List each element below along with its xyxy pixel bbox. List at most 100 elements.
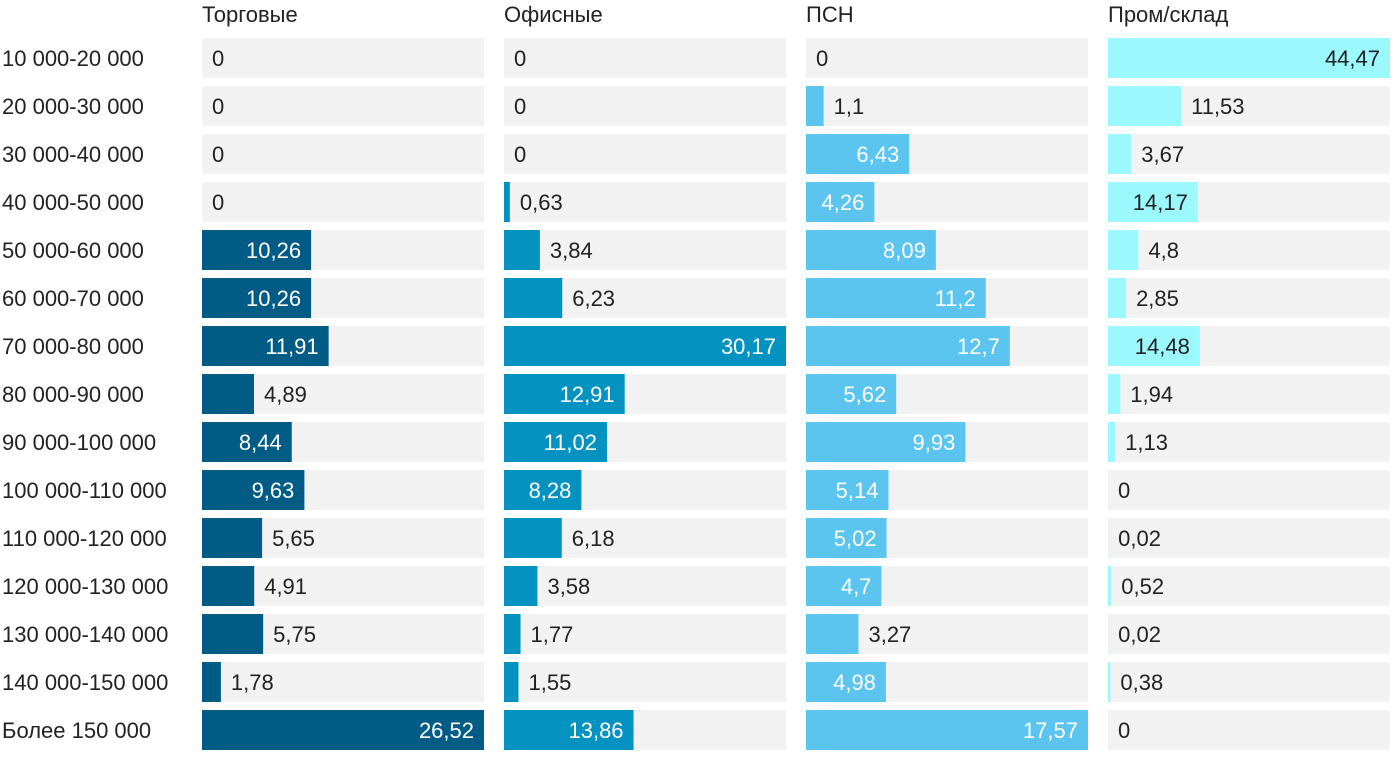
bar-track <box>1108 470 1390 510</box>
bar <box>806 662 886 702</box>
category-label: 50 000-60 000 <box>2 238 144 263</box>
data-label: 1,94 <box>1130 382 1173 407</box>
bar <box>504 374 625 414</box>
bar-track <box>1108 710 1390 750</box>
bar <box>1108 422 1116 462</box>
bar <box>1108 182 1198 222</box>
data-label: 5,14 <box>836 478 879 503</box>
data-label: 8,44 <box>239 430 282 455</box>
data-label: 0 <box>816 46 828 71</box>
bar <box>806 182 875 222</box>
bar-track <box>1108 134 1390 174</box>
bar-track <box>1108 374 1390 414</box>
data-label: 0 <box>1118 478 1130 503</box>
category-label: Более 150 000 <box>2 718 151 743</box>
bar <box>202 614 264 654</box>
bar <box>202 566 255 606</box>
data-label: 0 <box>212 190 224 215</box>
data-label: 30,17 <box>721 334 776 359</box>
bar <box>202 710 484 750</box>
bar-track <box>1108 662 1390 702</box>
data-label: 2,85 <box>1136 286 1179 311</box>
data-label: 3,27 <box>868 622 911 647</box>
data-label: 12,91 <box>560 382 615 407</box>
bar <box>504 662 519 702</box>
data-label: 8,28 <box>529 478 572 503</box>
panel-1: Торговые 0 0 0 0 10,26 10,26 11,91 4,89 8,44 9,63 5… <box>202 2 484 750</box>
bar <box>1108 38 1390 78</box>
data-label: 0 <box>514 142 526 167</box>
data-label: 3,84 <box>550 238 593 263</box>
panel-4: Пром/склад 44,47 11,53 3,67 14,17 4,8 2,85 14,4… <box>1108 2 1390 750</box>
data-label: 5,65 <box>272 526 315 551</box>
data-label: 44,47 <box>1325 46 1380 71</box>
panel-header: Пром/склад <box>1108 2 1228 27</box>
bar <box>1108 134 1132 174</box>
bar <box>806 710 1088 750</box>
bar <box>504 182 510 222</box>
data-label: 11,2 <box>935 286 976 311</box>
data-label: 5,75 <box>273 622 316 647</box>
data-label: 1,77 <box>531 622 574 647</box>
bar <box>806 230 936 270</box>
data-label: 1,13 <box>1125 430 1168 455</box>
category-label: 120 000-130 000 <box>2 574 168 599</box>
data-label: 13,86 <box>568 718 623 743</box>
bar <box>806 614 859 654</box>
bar <box>806 422 966 462</box>
data-label: 9,63 <box>252 478 295 503</box>
bar <box>1108 662 1111 702</box>
data-label: 0,63 <box>520 190 563 215</box>
data-label: 0,52 <box>1121 574 1164 599</box>
bar <box>504 422 608 462</box>
data-label: 10,26 <box>246 286 301 311</box>
bar <box>202 662 221 702</box>
bar <box>806 566 882 606</box>
bar-track <box>806 86 1088 126</box>
bar-track <box>1108 278 1390 318</box>
bar <box>1108 374 1121 414</box>
bar <box>504 470 582 510</box>
bar <box>202 518 263 558</box>
bar <box>202 230 312 270</box>
bar <box>1108 566 1112 606</box>
data-label: 4,7 <box>841 574 872 599</box>
category-label: 40 000-50 000 <box>2 190 144 215</box>
data-label: 6,43 <box>856 142 899 167</box>
category-label: 70 000-80 000 <box>2 334 144 359</box>
category-label: 60 000-70 000 <box>2 286 144 311</box>
data-label: 8,09 <box>883 238 926 263</box>
category-label: 130 000-140 000 <box>2 622 168 647</box>
data-label: 4,98 <box>833 670 876 695</box>
bar <box>806 86 824 126</box>
data-label: 0 <box>514 46 526 71</box>
bar <box>806 278 986 318</box>
panel-header: ПСН <box>806 2 854 27</box>
data-label: 5,02 <box>834 526 877 551</box>
bar <box>504 614 521 654</box>
category-label: 20 000-30 000 <box>2 94 144 119</box>
data-label: 4,26 <box>822 190 865 215</box>
data-label: 10,26 <box>246 238 301 263</box>
data-label: 4,8 <box>1148 238 1179 263</box>
panel-header: Офисные <box>504 2 603 27</box>
data-label: 11,53 <box>1191 94 1244 119</box>
data-label: 1,78 <box>231 670 274 695</box>
data-label: 17,57 <box>1023 718 1078 743</box>
bar-track <box>1108 230 1390 270</box>
bar-track <box>1108 614 1390 654</box>
bar <box>806 134 910 174</box>
bar <box>504 326 786 366</box>
data-label: 0 <box>212 94 224 119</box>
data-label: 11,91 <box>265 334 318 359</box>
bar <box>202 326 329 366</box>
bar-track <box>1108 422 1390 462</box>
category-label: 90 000-100 000 <box>2 430 156 455</box>
bar-track <box>806 38 1088 78</box>
data-label: 0,02 <box>1118 622 1161 647</box>
data-label: 0 <box>212 142 224 167</box>
bar <box>806 374 897 414</box>
data-label: 11,02 <box>544 430 597 455</box>
bar-track <box>504 614 786 654</box>
data-label: 12,7 <box>957 334 1000 359</box>
